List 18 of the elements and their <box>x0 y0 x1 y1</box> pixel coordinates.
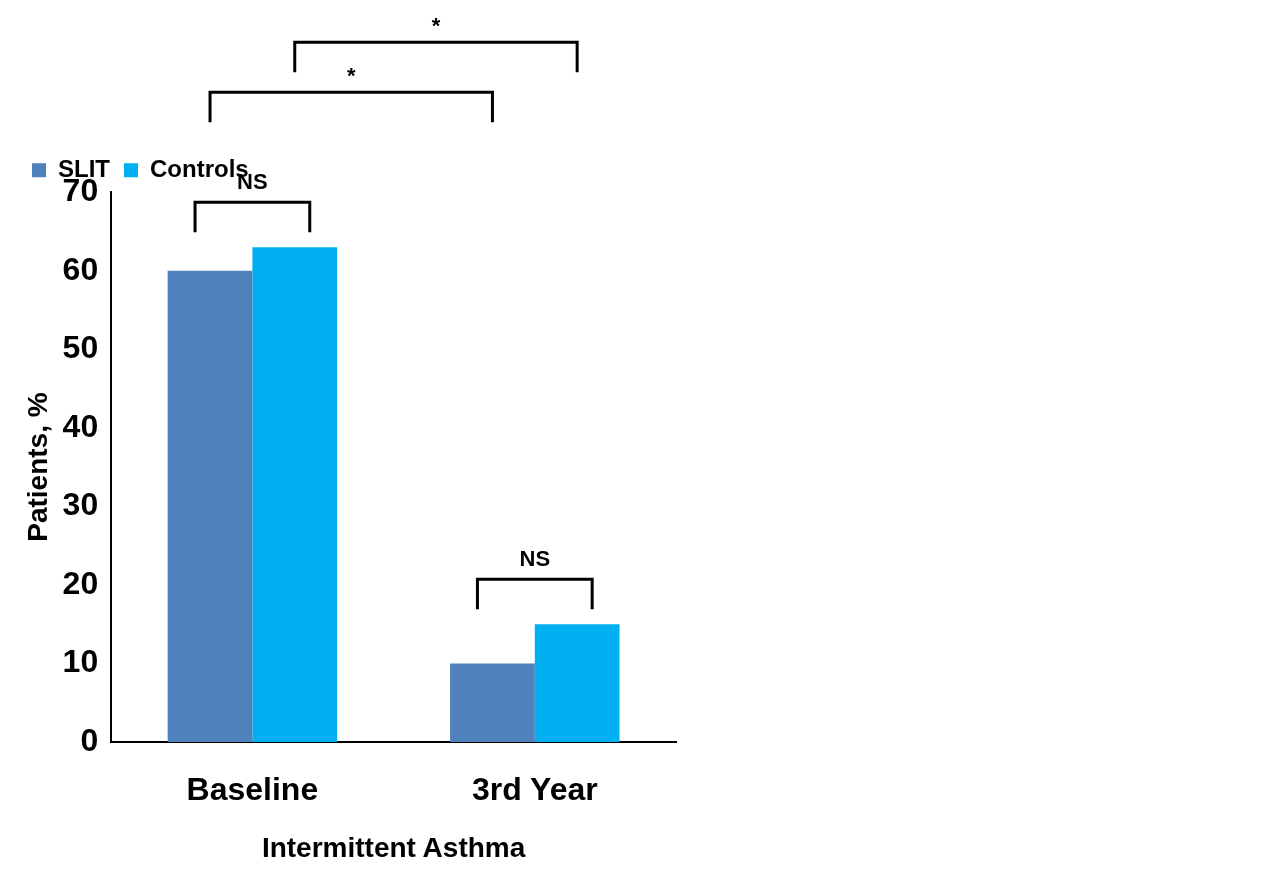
y-axis-title: Patients, % <box>21 392 53 542</box>
y-tick-label: 20 <box>62 564 99 601</box>
bar <box>450 663 535 742</box>
y-tick-label: 50 <box>62 329 99 366</box>
x-tick-label: Baseline <box>186 771 319 808</box>
annotation: NS <box>519 546 551 572</box>
text: * <box>431 13 441 39</box>
bar <box>534 624 620 742</box>
text: * <box>346 63 356 89</box>
x-tick-label: 3rd Year <box>471 771 598 808</box>
y-tick-label: 60 <box>62 250 99 287</box>
y-tick-label: 30 <box>62 486 99 523</box>
y-tick-label: 40 <box>62 407 99 444</box>
y-tick-label: 10 <box>62 643 99 680</box>
bar <box>167 270 253 742</box>
x-axis-title: Intermittent Asthma <box>261 831 526 863</box>
bar <box>252 247 338 742</box>
y-tick-label: 0 <box>80 721 99 758</box>
